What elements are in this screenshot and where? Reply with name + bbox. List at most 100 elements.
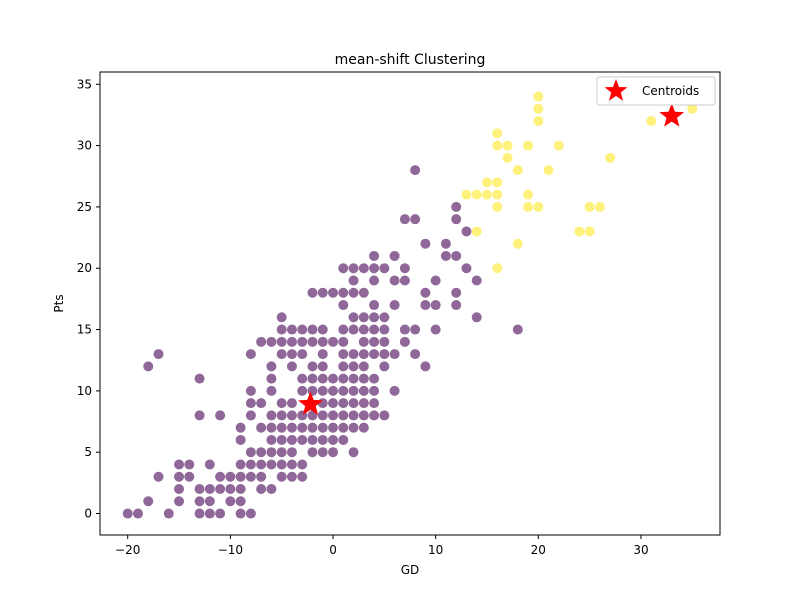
data-point-cluster-0 (451, 201, 462, 212)
data-point-cluster-0 (174, 471, 185, 482)
data-point-cluster-0 (307, 373, 318, 384)
data-point-cluster-0 (328, 385, 339, 396)
data-point-cluster-0 (245, 508, 256, 519)
data-point-cluster-0 (338, 398, 349, 409)
data-point-cluster-1 (533, 201, 544, 212)
data-point-cluster-1 (492, 263, 503, 274)
data-point-cluster-0 (225, 496, 236, 507)
data-point-cluster-0 (379, 312, 390, 323)
data-point-cluster-0 (389, 385, 400, 396)
data-point-cluster-1 (492, 128, 503, 139)
data-point-cluster-0 (215, 471, 226, 482)
data-point-cluster-0 (235, 422, 246, 433)
data-point-cluster-0 (358, 398, 369, 409)
data-point-cluster-0 (389, 300, 400, 311)
data-point-cluster-0 (307, 434, 318, 445)
data-point-cluster-0 (297, 336, 308, 347)
data-point-cluster-0 (451, 300, 462, 311)
data-point-cluster-0 (297, 385, 308, 396)
data-point-cluster-0 (143, 496, 154, 507)
data-point-cluster-0 (276, 312, 287, 323)
legend-label: Centroids (642, 84, 699, 98)
data-point-cluster-0 (276, 471, 287, 482)
data-point-cluster-0 (399, 263, 410, 274)
data-point-cluster-0 (163, 508, 174, 519)
data-point-cluster-0 (297, 434, 308, 445)
plot-area (122, 91, 698, 519)
data-point-cluster-0 (204, 508, 215, 519)
data-point-cluster-0 (307, 287, 318, 298)
data-point-cluster-0 (410, 214, 421, 225)
x-tick-label: 10 (428, 543, 443, 557)
data-point-cluster-0 (297, 324, 308, 335)
data-point-cluster-0 (245, 385, 256, 396)
data-point-cluster-0 (512, 324, 523, 335)
data-point-cluster-0 (379, 349, 390, 360)
data-point-cluster-0 (389, 250, 400, 261)
data-point-cluster-0 (276, 398, 287, 409)
data-point-cluster-0 (307, 324, 318, 335)
y-tick-label: 0 (84, 507, 92, 521)
data-point-cluster-0 (245, 349, 256, 360)
data-point-cluster-0 (348, 422, 359, 433)
data-point-cluster-0 (338, 336, 349, 347)
data-point-cluster-0 (461, 263, 472, 274)
data-point-cluster-0 (307, 422, 318, 433)
data-point-cluster-0 (132, 508, 143, 519)
data-point-cluster-0 (235, 508, 246, 519)
data-point-cluster-0 (245, 471, 256, 482)
data-point-cluster-0 (153, 349, 164, 360)
data-point-cluster-0 (348, 324, 359, 335)
data-point-cluster-0 (451, 287, 462, 298)
data-point-cluster-1 (512, 165, 523, 176)
data-point-cluster-0 (194, 484, 205, 495)
data-point-cluster-0 (266, 373, 277, 384)
data-point-cluster-0 (471, 312, 482, 323)
y-axis: 0 5 10 15 20 25 30 35 (77, 77, 100, 521)
data-point-cluster-0 (266, 459, 277, 470)
data-point-cluster-0 (174, 484, 185, 495)
data-point-cluster-1 (594, 201, 605, 212)
data-point-cluster-0 (194, 410, 205, 421)
data-point-cluster-0 (338, 410, 349, 421)
data-point-cluster-0 (328, 373, 339, 384)
y-tick-label: 5 (84, 445, 92, 459)
data-point-cluster-0 (122, 508, 133, 519)
data-point-cluster-0 (286, 410, 297, 421)
data-point-cluster-1 (584, 201, 595, 212)
data-point-cluster-1 (471, 189, 482, 200)
data-point-cluster-0 (245, 410, 256, 421)
data-point-cluster-0 (317, 447, 328, 458)
data-point-cluster-0 (194, 373, 205, 384)
y-tick-label: 30 (77, 139, 92, 153)
legend: Centroids (596, 76, 716, 106)
data-point-cluster-1 (605, 152, 616, 163)
data-point-cluster-0 (297, 422, 308, 433)
data-point-cluster-1 (481, 189, 492, 200)
data-point-cluster-0 (317, 349, 328, 360)
data-point-cluster-0 (317, 336, 328, 347)
data-point-cluster-0 (194, 496, 205, 507)
data-point-cluster-0 (461, 226, 472, 237)
data-point-cluster-0 (297, 471, 308, 482)
data-point-cluster-0 (399, 336, 410, 347)
axes-frame (99, 71, 721, 536)
data-point-cluster-0 (410, 349, 421, 360)
data-point-cluster-1 (533, 116, 544, 127)
data-point-cluster-0 (256, 422, 267, 433)
y-tick-label: 25 (77, 200, 92, 214)
data-point-cluster-0 (286, 459, 297, 470)
data-point-cluster-0 (276, 324, 287, 335)
data-point-cluster-0 (297, 349, 308, 360)
data-point-cluster-0 (471, 275, 482, 286)
data-point-cluster-0 (256, 398, 267, 409)
data-point-cluster-0 (348, 287, 359, 298)
x-tick-label: 30 (633, 543, 648, 557)
data-point-cluster-0 (153, 471, 164, 482)
data-point-cluster-1 (687, 103, 698, 114)
data-point-cluster-0 (317, 422, 328, 433)
y-tick-label: 35 (77, 77, 92, 91)
data-point-cluster-0 (379, 361, 390, 372)
data-point-cluster-0 (348, 361, 359, 372)
